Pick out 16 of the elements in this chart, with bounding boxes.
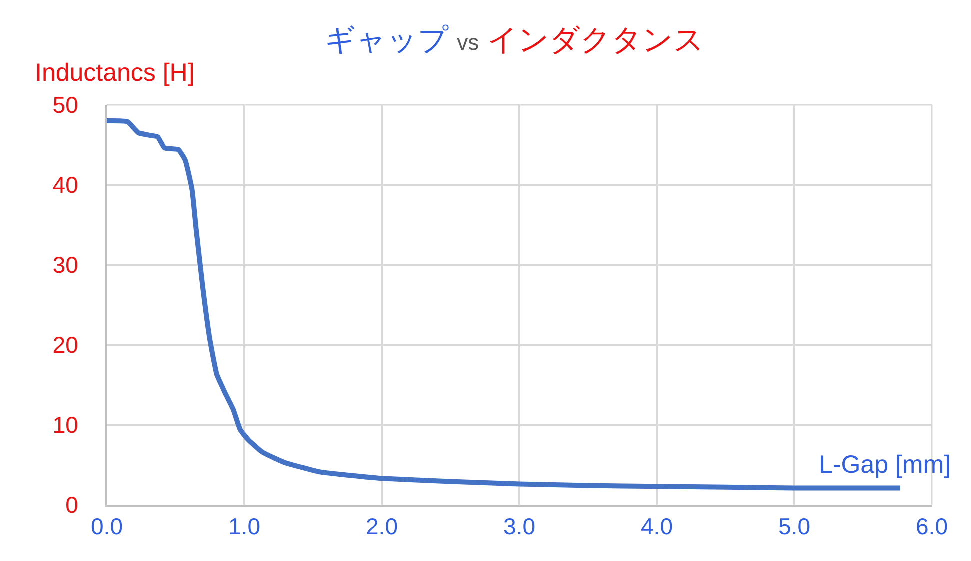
y-tick-label: 30	[52, 252, 78, 278]
x-tick-label: 6.0	[916, 514, 948, 540]
x-tick-label: 1.0	[228, 514, 260, 540]
x-axis-title: L-Gap [mm]	[819, 451, 951, 479]
y-tick-label: 0	[66, 492, 78, 518]
x-tick-label: 3.0	[504, 514, 536, 540]
x-tick-label: 5.0	[778, 514, 810, 540]
y-tick-label: 40	[52, 172, 78, 198]
y-tick-label: 10	[52, 412, 78, 438]
x-tick-label: 2.0	[366, 514, 398, 540]
y-tick-label: 20	[52, 332, 78, 358]
chart-title: ギャップ vs インダクタンス	[324, 24, 704, 57]
y-axis-title: Inductancs [H]	[35, 59, 195, 87]
x-tick-label: 0.0	[91, 514, 123, 540]
y-tick-label: 50	[52, 92, 78, 118]
x-tick-label: 4.0	[641, 514, 673, 540]
